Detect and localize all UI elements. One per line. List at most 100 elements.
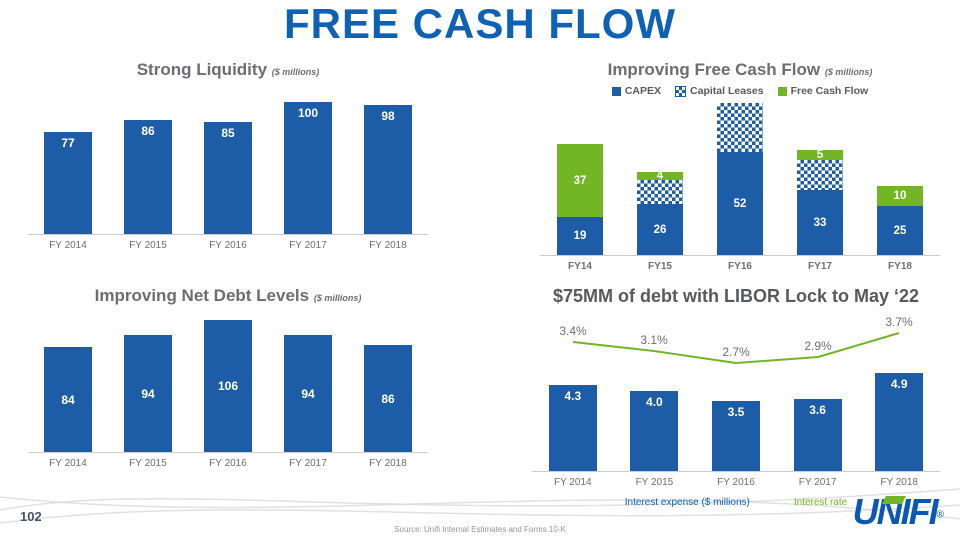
- capex-segment: 52: [717, 152, 763, 255]
- bar-value-label: 3.5: [727, 405, 745, 419]
- axis-category-label: FY 2014: [49, 458, 87, 469]
- stacked-bar-column: 52: [700, 103, 780, 255]
- free-cash-flow-swatch-icon: [777, 86, 787, 96]
- bar-column: 3.6: [777, 399, 859, 471]
- bar: 100: [284, 102, 332, 234]
- axis-category-label: FY 2017: [289, 458, 327, 469]
- capital-leases-segment: [797, 160, 843, 190]
- capex-segment: 19: [557, 217, 603, 255]
- interest-rate-point-label: 2.9%: [804, 339, 832, 353]
- chart-subtitle: ($ millions): [271, 67, 320, 77]
- slide-title: FREE CASH FLOW: [284, 0, 676, 47]
- interest-rate-point-label: 3.1%: [640, 333, 668, 347]
- net-debt-x-axis: FY 2014 FY 2015 FY 2016 FY 2017 FY 2018: [28, 452, 428, 469]
- bar-column: 98: [348, 105, 428, 234]
- bar-value-label: 86: [381, 391, 395, 406]
- axis-category-label: FY 2018: [369, 240, 407, 251]
- bar: 86: [364, 345, 412, 452]
- axis-category-label: FY16: [728, 261, 752, 272]
- bar-value-label: 4.3: [564, 389, 582, 403]
- chart-title-text: Improving Net Debt Levels: [94, 286, 310, 305]
- axis-category-label: FY 2016: [717, 477, 755, 488]
- bar-value-label: 94: [301, 386, 315, 401]
- bar-column: 94: [108, 335, 188, 452]
- bar-column: 84: [28, 347, 108, 452]
- bar: 4.0: [630, 391, 679, 471]
- libor-plot-area: 4.3 4.0 3.5 3.6 4.9 3.4% 3.1% 2.7% 2.9% 3.7%: [532, 313, 940, 471]
- bar: 86: [124, 120, 172, 234]
- free-cash-flow-segment: 4: [637, 170, 683, 182]
- interest-rate-point-label: 2.7%: [722, 345, 750, 359]
- unifi-logo: UNIFI®: [853, 494, 944, 530]
- stacked-bar-column: 10 25: [860, 186, 940, 255]
- axis-category-label: FY14: [568, 261, 592, 272]
- stacked-bar: 5 33: [797, 149, 843, 255]
- stacked-bar: 37 19: [557, 144, 603, 255]
- bar-value-label: 4.9: [890, 377, 908, 391]
- bar: 4.3: [548, 385, 597, 471]
- axis-category-label: FY18: [888, 261, 912, 272]
- axis-category-label: FY 2014: [49, 240, 87, 251]
- capital-leases-segment: [637, 180, 683, 204]
- segment-value-label: 26: [653, 223, 667, 236]
- chart-title-free-cash-flow: Improving Free Cash Flow ($ millions): [540, 60, 940, 80]
- bar-value-label: 77: [61, 136, 75, 150]
- axis-category-label: FY 2018: [880, 477, 918, 488]
- segment-value-label: 19: [573, 230, 587, 242]
- axis-category-label: FY17: [808, 261, 832, 272]
- segment-value-label: 25: [893, 224, 907, 237]
- segment-value-label: 10: [893, 190, 907, 202]
- bar: 3.6: [793, 399, 842, 471]
- bar-column: 86: [348, 345, 428, 452]
- liquidity-x-axis: FY 2014 FY 2015 FY 2016 FY 2017 FY 2018: [28, 234, 428, 251]
- stacked-bar: 10 25: [877, 186, 923, 255]
- fcf-plot-area: 37 19 4 26 52 5 33 10 25: [540, 103, 940, 255]
- capex-swatch-icon: [611, 86, 621, 96]
- bar: 85: [204, 122, 252, 234]
- bar-column: 4.3: [532, 385, 614, 471]
- bar: 77: [44, 132, 92, 234]
- panel-net-debt: Improving Net Debt Levels ($ millions) 8…: [28, 286, 428, 469]
- capital-leases-swatch-icon: [675, 85, 687, 97]
- segment-value-label: 5: [816, 149, 824, 161]
- chart-title-libor: $75MM of debt with LIBOR Lock to May ‘22: [552, 286, 920, 306]
- bar: 98: [364, 105, 412, 234]
- stacked-bar-column: 5 33: [780, 149, 860, 255]
- chart-title-strong-liquidity: Strong Liquidity ($ millions): [28, 60, 428, 80]
- bar-value-label: 3.6: [809, 403, 826, 417]
- stacked-bar-column: 4 26: [620, 170, 700, 255]
- bar-value-label: 4.0: [646, 395, 663, 409]
- bar-value-label: 106: [217, 379, 239, 393]
- legend-item-capex: CAPEX: [611, 85, 661, 97]
- bar-value-label: 98: [381, 109, 395, 123]
- bars-row: 4.3 4.0 3.5 3.6 4.9: [532, 313, 940, 471]
- capital-leases-segment: [717, 103, 763, 152]
- free-cash-flow-segment: 5: [797, 149, 843, 161]
- logo-green-accent: [882, 496, 906, 504]
- segment-value-label: 37: [573, 174, 587, 187]
- legend-label-interest-rate: Interest rate: [793, 497, 848, 508]
- axis-category-label: FY 2017: [289, 240, 327, 251]
- bar-column: 86: [108, 120, 188, 234]
- fcf-x-axis: FY14 FY15 FY16 FY17 FY18: [540, 255, 940, 272]
- interest-rate-point-label: 3.4%: [559, 324, 587, 338]
- stacked-bar: 4 26: [637, 170, 683, 255]
- axis-category-label: FY 2015: [129, 240, 167, 251]
- net-debt-plot-area: 84 94 106 94 86: [28, 320, 428, 452]
- bar-column: 106: [188, 320, 268, 452]
- bar-value-label: 85: [221, 126, 235, 140]
- axis-category-label: FY 2014: [553, 477, 592, 488]
- segment-value-label: 4: [656, 170, 664, 182]
- chart-title-net-debt: Improving Net Debt Levels ($ millions): [28, 286, 428, 306]
- free-cash-flow-segment: 37: [557, 144, 603, 217]
- capex-segment: 26: [637, 204, 683, 255]
- legend-item-free-cash-flow: Free Cash Flow: [777, 85, 868, 97]
- liquidity-plot-area: 77 86 85 100 98: [28, 102, 428, 234]
- chart-title-text: Improving Free Cash Flow: [607, 60, 821, 79]
- bar: 106: [204, 320, 252, 452]
- bar-value-label: 94: [141, 386, 155, 401]
- stacked-bar: 52: [717, 103, 763, 255]
- bar: 84: [44, 347, 92, 452]
- legend-label-interest-expense: Interest expense ($ millions): [624, 497, 750, 508]
- interest-rate-point-label: 3.7%: [885, 315, 913, 329]
